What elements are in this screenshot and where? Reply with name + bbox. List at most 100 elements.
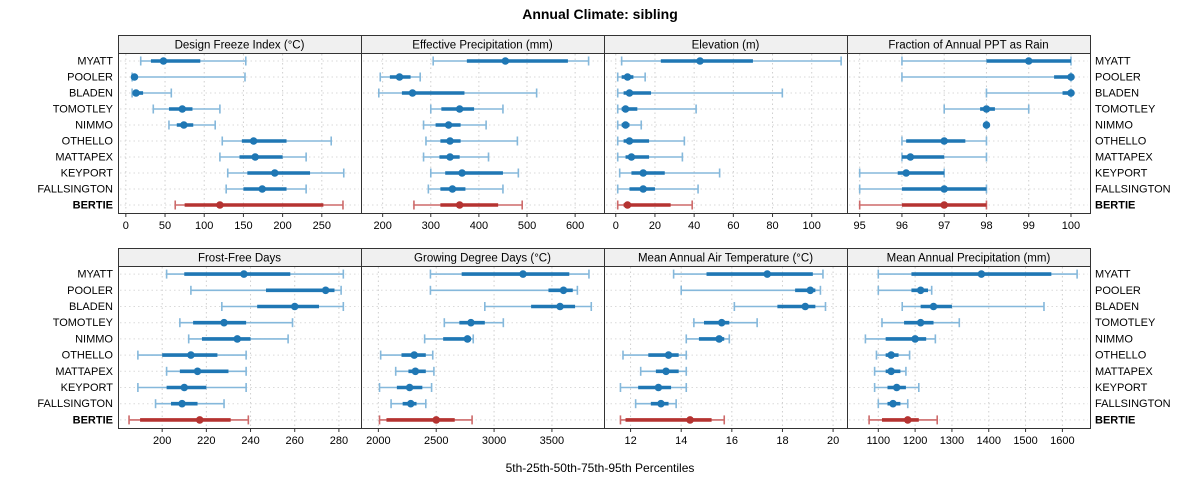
axis-tick-label: 18: [776, 435, 788, 447]
median-dot: [446, 137, 454, 145]
median-dot: [180, 121, 188, 129]
axis-tick-label: 3500: [540, 435, 564, 447]
median-dot: [625, 89, 634, 97]
median-dot: [446, 153, 454, 161]
median-dot: [916, 286, 925, 295]
row-label-right: KEYPORT: [1095, 382, 1148, 394]
median-dot: [686, 416, 694, 424]
median-dot: [130, 73, 139, 81]
median-dot: [892, 383, 901, 392]
median-dot: [321, 286, 330, 295]
median-dot: [623, 73, 632, 81]
median-dot: [621, 105, 630, 113]
axis-tick-label: 100: [803, 220, 821, 232]
median-dot: [639, 185, 647, 193]
median-dot: [763, 270, 772, 278]
median-dot: [519, 270, 527, 278]
row-label-right: NIMMO: [1095, 333, 1133, 345]
median-dot: [251, 153, 259, 161]
median-dot: [501, 57, 510, 65]
median-dot: [639, 169, 647, 177]
panel-title: Elevation (m): [692, 40, 760, 52]
median-dot: [940, 201, 948, 209]
median-dot: [233, 335, 242, 343]
panel-frame: [118, 53, 362, 214]
axis-tick-label: 600: [566, 220, 584, 232]
row-label-right: FALLSINGTON: [1095, 398, 1171, 410]
row-label-left: TOMOTLEY: [53, 317, 114, 329]
axis-tick-label: 400: [470, 220, 488, 232]
axis-tick-label: 1300: [940, 435, 964, 447]
median-dot: [405, 383, 414, 392]
axis-tick-label: 3000: [482, 435, 506, 447]
panel-frame: [118, 266, 362, 429]
median-dot: [455, 201, 464, 209]
median-dot: [410, 351, 419, 359]
row-label-left: FALLSINGTON: [37, 398, 113, 410]
axis-tick-label: 150: [234, 220, 252, 232]
median-dot: [889, 399, 897, 408]
median-dot: [187, 351, 195, 359]
row-label-right: BERTIE: [1095, 200, 1135, 212]
axis-tick-label: 60: [727, 220, 739, 232]
median-dot: [982, 121, 991, 129]
median-dot: [902, 169, 910, 177]
row-label-left: POOLER: [67, 72, 113, 84]
axis-tick-label: 50: [159, 220, 171, 232]
median-dot: [717, 318, 726, 327]
axis-tick-label: 99: [1023, 220, 1035, 232]
median-dot: [195, 416, 204, 424]
axis-tick-label: 0: [123, 220, 129, 232]
median-dot: [977, 270, 986, 278]
axis-tick-label: 280: [330, 435, 348, 447]
row-label-right: BLADEN: [1095, 88, 1139, 100]
median-dot: [448, 185, 457, 193]
median-dot: [455, 105, 464, 113]
median-dot: [180, 383, 189, 392]
median-dot: [916, 318, 925, 327]
median-dot: [929, 302, 938, 311]
axis-tick-label: 200: [273, 220, 291, 232]
panel-frame: [847, 266, 1091, 429]
median-dot: [178, 105, 187, 113]
axis-tick-label: 12: [624, 435, 636, 447]
row-label-right: FALLSINGTON: [1095, 184, 1171, 196]
axis-tick-label: 98: [980, 220, 992, 232]
axis-tick-label: 14: [675, 435, 687, 447]
median-dot: [623, 201, 632, 209]
median-dot: [662, 367, 670, 376]
axis-tick-label: 1200: [903, 435, 927, 447]
row-label-right: BLADEN: [1095, 301, 1139, 313]
median-dot: [463, 335, 472, 343]
median-dot: [911, 335, 919, 343]
median-dot: [193, 367, 202, 376]
axis-tick-label: 20: [649, 220, 661, 232]
row-label-right: BERTIE: [1095, 414, 1135, 426]
row-label-left: TOMOTLEY: [53, 104, 114, 116]
median-dot: [621, 121, 630, 129]
median-dot: [159, 57, 168, 65]
median-dot: [903, 416, 912, 424]
axis-tick-label: 100: [195, 220, 213, 232]
median-dot: [240, 270, 248, 278]
median-dot: [290, 302, 299, 311]
median-dot: [887, 367, 895, 376]
median-dot: [627, 153, 636, 161]
median-dot: [1067, 73, 1075, 81]
axis-caption: 5th-25th-50th-75th-95th Percentiles: [505, 461, 695, 475]
row-label-right: MATTAPEX: [1095, 152, 1153, 164]
row-label-left: POOLER: [67, 285, 113, 297]
row-label-right: NIMMO: [1095, 120, 1133, 132]
median-dot: [559, 286, 568, 295]
median-dot: [940, 137, 948, 145]
row-label-left: MATTAPEX: [55, 152, 113, 164]
panel-title: Mean Annual Air Temperature (°C): [638, 253, 813, 265]
row-label-left: KEYPORT: [61, 382, 114, 394]
row-label-left: MATTAPEX: [55, 366, 113, 378]
median-dot: [258, 185, 267, 193]
panel-title: Growing Degree Days (°C): [414, 253, 551, 265]
median-dot: [982, 105, 991, 113]
median-dot: [467, 318, 475, 327]
